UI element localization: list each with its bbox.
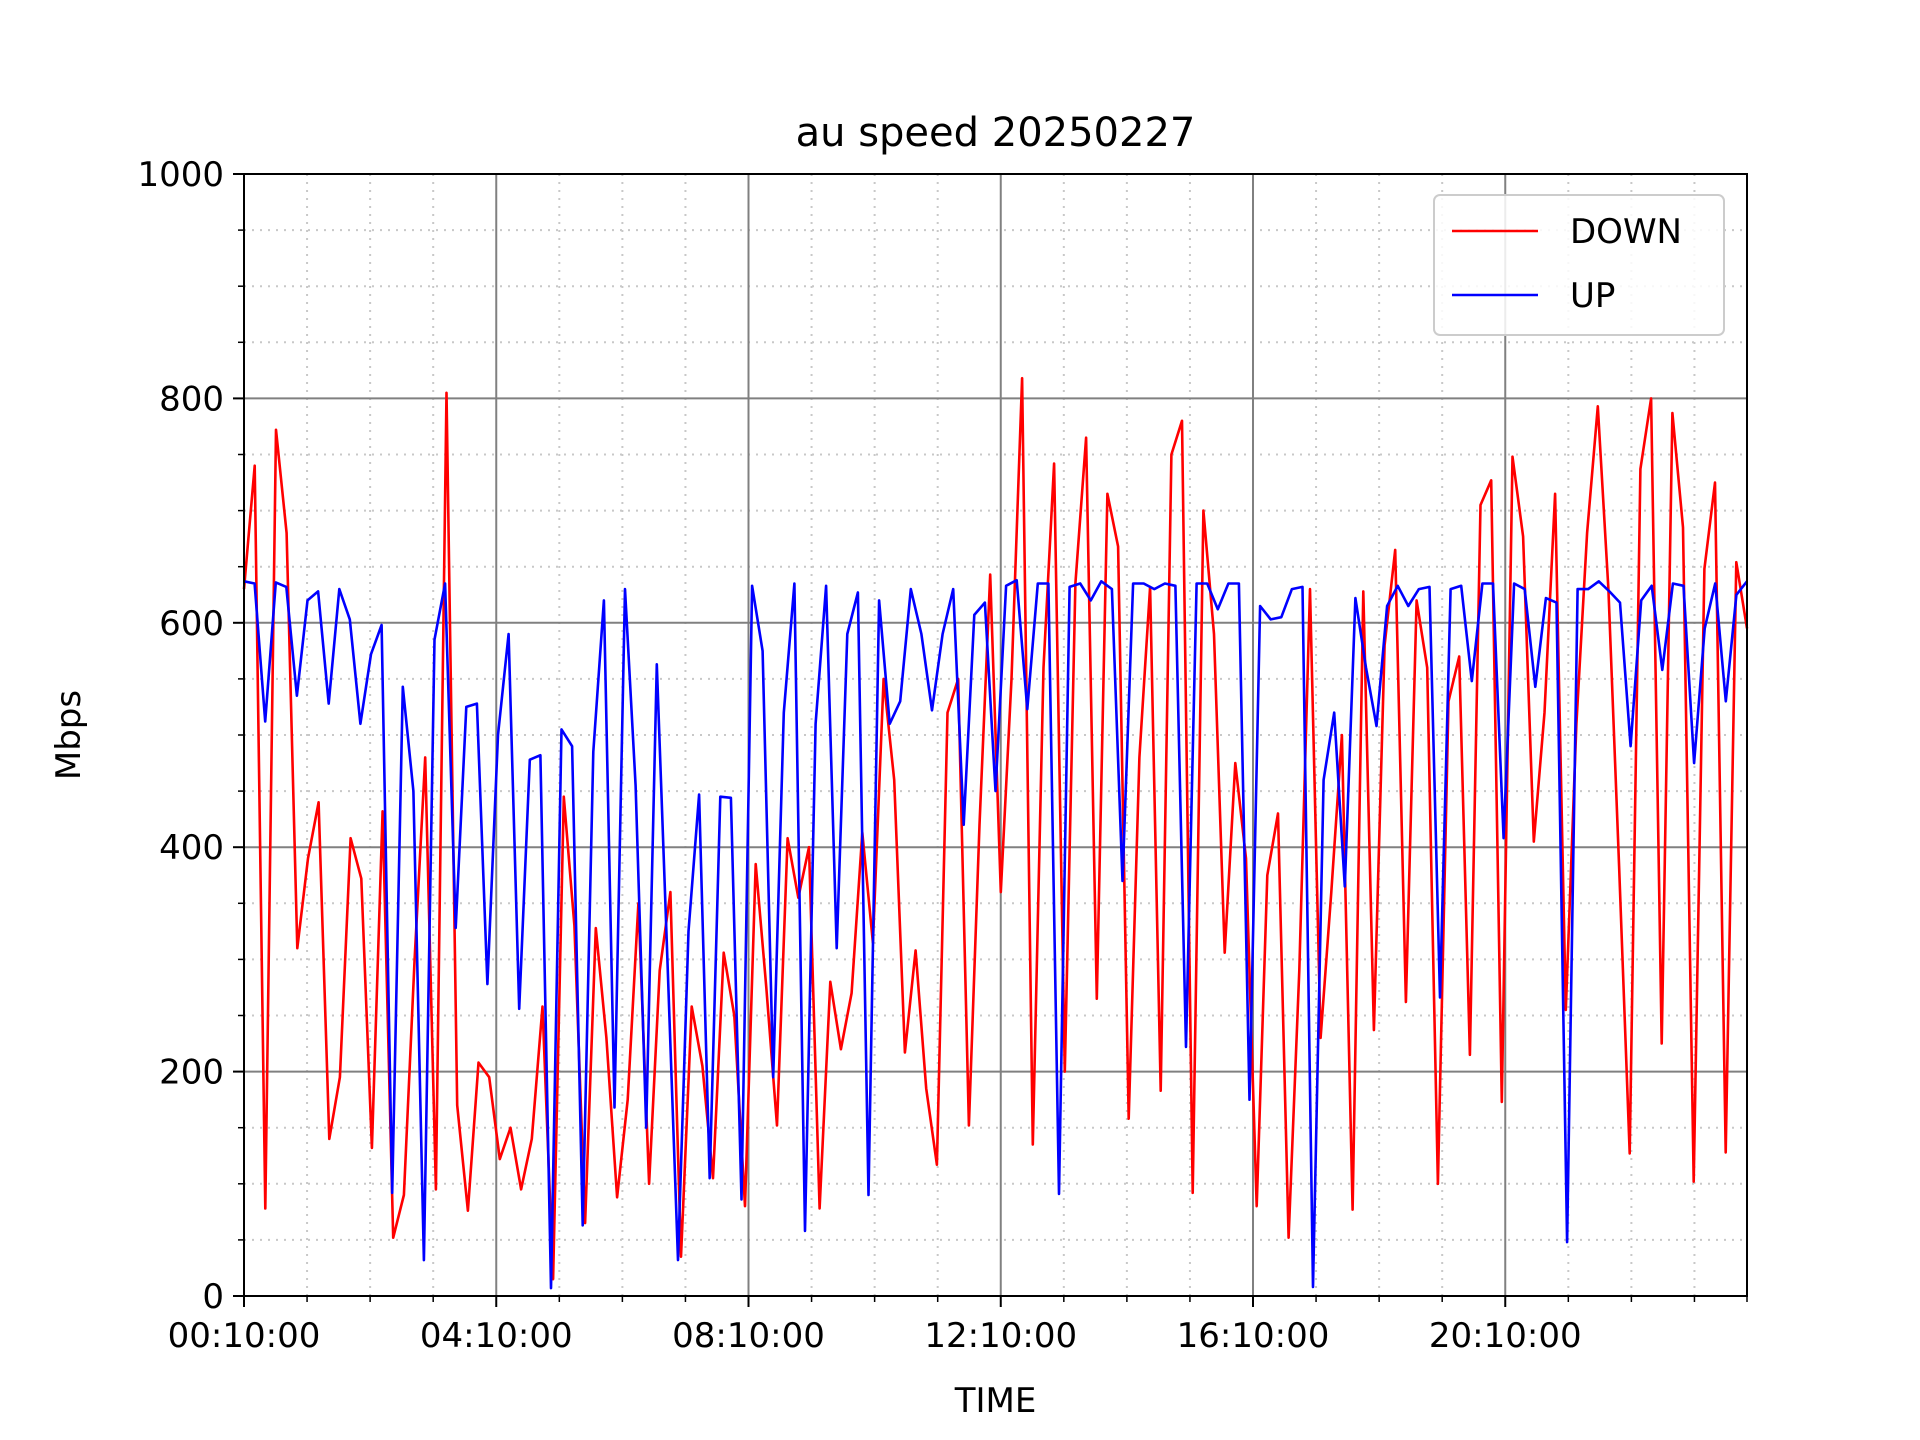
series-line-down (242, 376, 1749, 1281)
x-tick-label: 16:10:00 (1177, 1316, 1330, 1356)
axis-ticks: 0 200 400 600 800 1000 00:10:00 04:10:00 08:10:0… (137, 155, 1748, 1356)
legend-label-down: DOWN (1570, 212, 1682, 252)
chart-title: au speed 20250227 (796, 110, 1196, 156)
x-tick-label: 00:10:00 (168, 1316, 321, 1356)
y-tick-label: 600 (159, 604, 224, 644)
legend: DOWN UP (1433, 194, 1725, 336)
legend-label-up: UP (1570, 276, 1615, 316)
x-tick-label: 20:10:00 (1429, 1316, 1582, 1356)
x-tick-label: 12:10:00 (924, 1316, 1077, 1356)
y-tick-label: 400 (159, 828, 224, 868)
x-tick-label: 08:10:00 (672, 1316, 825, 1356)
series-line-up (243, 578, 1749, 1290)
y-tick-label: 200 (159, 1053, 224, 1093)
x-tick-label: 04:10:00 (420, 1316, 573, 1356)
y-tick-label: 1000 (137, 155, 224, 195)
x-axis-label: TIME (954, 1381, 1037, 1421)
y-tick-label: 0 (202, 1277, 224, 1317)
y-tick-label: 800 (159, 379, 224, 419)
series-lines (242, 376, 1749, 1290)
y-axis-label: Mbps (49, 690, 89, 780)
